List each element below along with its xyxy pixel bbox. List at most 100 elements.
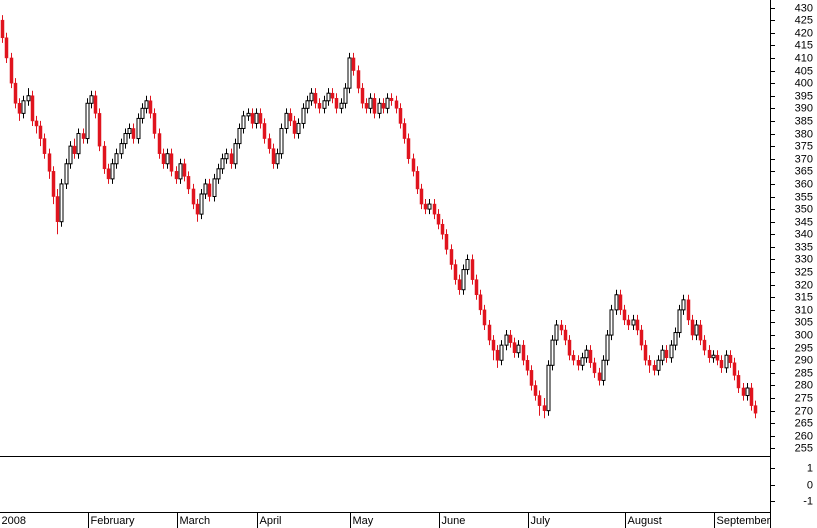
x-tick-label: May bbox=[353, 515, 374, 527]
y-tick-label: 335 bbox=[795, 241, 813, 253]
candle-body bbox=[191, 188, 196, 205]
candle-body bbox=[707, 349, 712, 358]
candle-body bbox=[144, 100, 149, 109]
candle-body bbox=[250, 113, 255, 124]
candle-body bbox=[224, 153, 229, 160]
candle-body bbox=[203, 183, 208, 195]
y-tick-label: 325 bbox=[795, 266, 813, 278]
y-tick-label: 405 bbox=[795, 65, 813, 77]
candle-body bbox=[351, 57, 356, 71]
candle-body bbox=[715, 354, 720, 361]
y-tick-label: 330 bbox=[795, 253, 813, 265]
candle-body bbox=[681, 299, 686, 311]
candle-body bbox=[356, 70, 361, 89]
candle-body bbox=[474, 279, 479, 296]
candle-body bbox=[643, 344, 648, 361]
candle-body bbox=[284, 112, 289, 129]
candle-body bbox=[64, 163, 69, 185]
candle-body bbox=[34, 120, 39, 127]
candle-body bbox=[660, 349, 665, 361]
candle-body bbox=[618, 294, 623, 311]
candle-body bbox=[169, 153, 174, 172]
candle-body bbox=[423, 203, 428, 210]
candle-body bbox=[669, 344, 674, 359]
y-tick-label: 415 bbox=[795, 39, 813, 51]
y-tick-label: 350 bbox=[795, 203, 813, 215]
candle-body bbox=[26, 95, 31, 102]
candle-body bbox=[656, 359, 661, 371]
candle-body bbox=[470, 259, 475, 280]
candle-body bbox=[664, 349, 669, 358]
candle-body bbox=[444, 234, 449, 250]
candle-body bbox=[550, 339, 555, 366]
candle-body bbox=[42, 138, 47, 154]
y-tick-label: 285 bbox=[795, 367, 813, 379]
y-tick-label: 425 bbox=[795, 14, 813, 26]
candle-body bbox=[398, 108, 403, 124]
candle-body bbox=[711, 354, 716, 359]
y-tick-label: 270 bbox=[795, 405, 813, 417]
candle-body bbox=[601, 359, 606, 381]
candle-body bbox=[72, 145, 77, 154]
y-tick-label: 295 bbox=[795, 342, 813, 354]
candle-body bbox=[465, 258, 470, 271]
candle-body bbox=[140, 107, 145, 119]
candle-body bbox=[0, 19, 5, 39]
candle-body bbox=[364, 103, 369, 109]
candle-body bbox=[512, 342, 517, 353]
x-tick-label: 2008 bbox=[2, 515, 26, 527]
candle-body bbox=[449, 249, 454, 265]
candle-body bbox=[639, 329, 644, 346]
candle-body bbox=[123, 133, 128, 145]
candle-body bbox=[174, 171, 179, 180]
candle-body bbox=[68, 145, 73, 165]
candle-body bbox=[368, 97, 373, 109]
x-tick-label: June bbox=[442, 515, 466, 527]
candle-body bbox=[199, 193, 204, 215]
candle-body bbox=[440, 223, 445, 235]
candle-body bbox=[148, 100, 153, 114]
candle-body bbox=[313, 92, 318, 104]
candle-body bbox=[305, 100, 310, 109]
candle-body bbox=[309, 92, 314, 102]
y-tick-label: 315 bbox=[795, 291, 813, 303]
candle-body bbox=[136, 117, 141, 140]
candle-body bbox=[330, 92, 335, 99]
candle-body bbox=[30, 95, 35, 122]
y-tick-label: 305 bbox=[795, 316, 813, 328]
candle-body bbox=[724, 354, 729, 369]
candle-body bbox=[592, 362, 597, 374]
candle-body bbox=[626, 319, 631, 326]
candle-body bbox=[482, 309, 487, 326]
x-tick-label: February bbox=[91, 515, 136, 527]
candle-body bbox=[588, 349, 593, 364]
candle-body bbox=[732, 362, 737, 376]
candle-body bbox=[736, 375, 741, 389]
candle-body bbox=[690, 319, 695, 336]
candle-body bbox=[694, 324, 699, 336]
candle-body bbox=[461, 269, 466, 291]
y-tick-label: 300 bbox=[795, 329, 813, 341]
candle-body bbox=[4, 37, 9, 59]
candle-body bbox=[334, 98, 339, 109]
y-tick-label: 255 bbox=[795, 442, 813, 454]
candle-body bbox=[728, 354, 733, 364]
candle-body bbox=[677, 309, 682, 334]
candle-body bbox=[698, 324, 703, 341]
candle-body bbox=[178, 163, 183, 180]
candle-body bbox=[279, 127, 284, 155]
candle-body bbox=[635, 319, 640, 331]
y-tick-label: -1 bbox=[803, 495, 813, 507]
candle-body bbox=[275, 153, 280, 165]
candle-body bbox=[131, 128, 136, 139]
candle-body bbox=[415, 171, 420, 190]
candle-body bbox=[89, 95, 94, 104]
candle-body bbox=[377, 102, 382, 114]
y-tick-label: 355 bbox=[795, 191, 813, 203]
candle-body bbox=[686, 299, 691, 321]
candle-body bbox=[508, 334, 513, 343]
candle-body bbox=[339, 102, 344, 109]
candle-body bbox=[652, 365, 657, 371]
candle-body bbox=[229, 153, 234, 165]
